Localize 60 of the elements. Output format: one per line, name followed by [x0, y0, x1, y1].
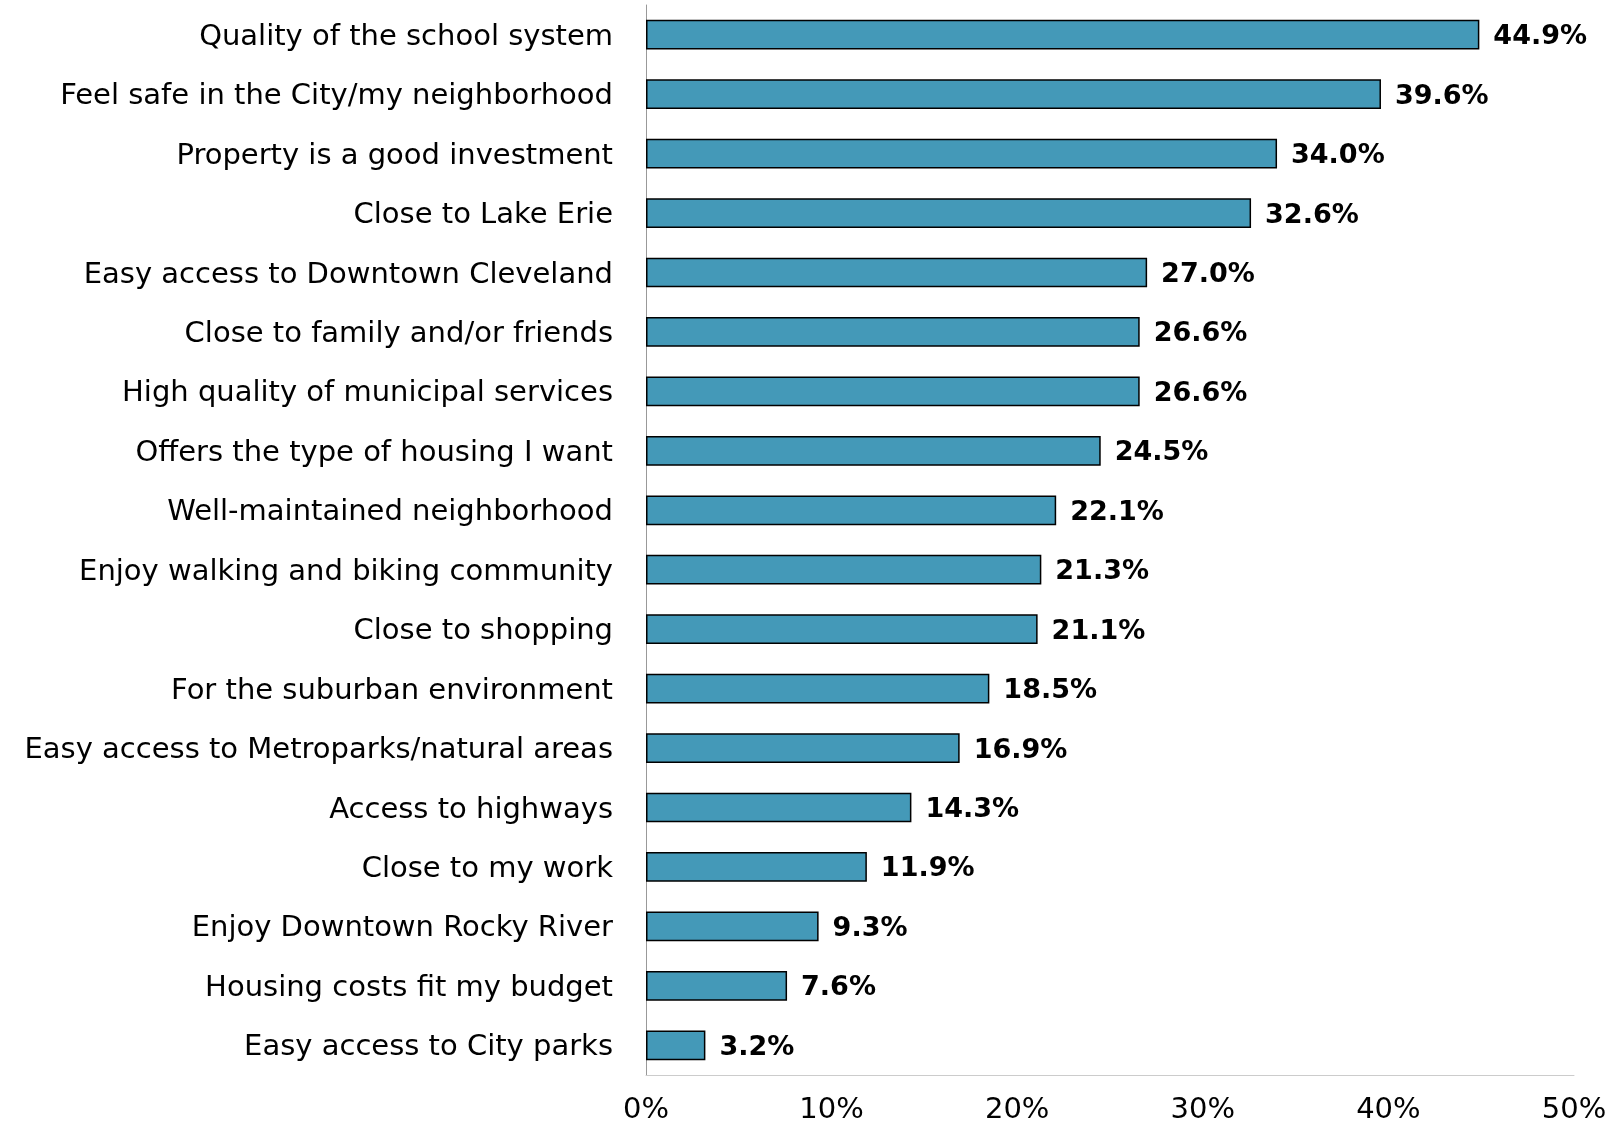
- y-tick-label: High quality of municipal services: [122, 374, 613, 409]
- data-label: 27.0%: [1161, 257, 1255, 288]
- data-label: 44.9%: [1493, 19, 1588, 51]
- x-tick-label: 10%: [799, 1090, 864, 1125]
- x-tick-label: 40%: [1356, 1090, 1421, 1125]
- x-tick-label: 30%: [1170, 1090, 1236, 1125]
- bar: [646, 138, 1278, 169]
- bar: [646, 257, 1148, 288]
- data-label: 7.6%: [801, 970, 876, 1002]
- bar: [646, 435, 1101, 466]
- x-tick-label: 20%: [984, 1090, 1050, 1125]
- data-label: 18.5%: [1003, 673, 1098, 705]
- bar: [646, 198, 1252, 228]
- y-tick-label: Enjoy Downtown Rocky River: [191, 909, 614, 944]
- data-label: 24.5%: [1114, 435, 1209, 467]
- data-label: 11.9%: [880, 851, 975, 883]
- y-tick-label: Close to family and/or friends: [184, 314, 613, 349]
- bar: [646, 317, 1140, 347]
- y-tick-label: Offers the type of housing I want: [135, 433, 613, 468]
- data-label: 21.3%: [1055, 554, 1149, 586]
- y-tick-label: Quality of the school system: [199, 17, 613, 52]
- data-label: 26.6%: [1153, 316, 1248, 348]
- y-tick-label: Access to highways: [329, 790, 613, 825]
- x-tick-label: 0%: [622, 1090, 670, 1125]
- y-tick-label: Easy access to Metroparks/natural areas: [24, 731, 613, 766]
- bar: [646, 19, 1480, 50]
- bar: [646, 911, 819, 942]
- bar: [646, 495, 1057, 526]
- bar: [646, 554, 1042, 585]
- y-tick-label: Close to Lake Erie: [353, 196, 613, 231]
- bar: [646, 1030, 706, 1061]
- data-label: 39.6%: [1394, 78, 1489, 110]
- bar: [646, 970, 788, 1001]
- x-tick-label: 50%: [1541, 1090, 1607, 1125]
- y-tick-label: Close to shopping: [353, 612, 613, 647]
- y-tick-label: Housing costs fit my budget: [205, 968, 613, 1003]
- bar: [646, 376, 1140, 407]
- y-tick-label: Easy access to City parks: [244, 1028, 613, 1063]
- bar: [646, 79, 1381, 110]
- y-tick-label: Property is a good investment: [176, 136, 613, 171]
- y-tick-label: Enjoy walking and biking community: [79, 552, 613, 587]
- y-tick-label: Close to my work: [361, 849, 614, 884]
- data-label: 9.3%: [832, 910, 908, 942]
- bar: [646, 792, 912, 823]
- y-tick-label: Easy access to Downtown Cleveland: [83, 255, 613, 290]
- data-label: 14.3%: [925, 792, 1020, 823]
- data-label: 21.1%: [1051, 613, 1146, 645]
- data-label: 22.1%: [1070, 494, 1164, 526]
- data-label: 34.0%: [1291, 138, 1385, 170]
- bar: [646, 733, 960, 763]
- data-label: 26.6%: [1153, 375, 1248, 407]
- y-tick-label: Well-maintained neighborhood: [167, 493, 613, 528]
- bar: [646, 673, 990, 704]
- bar: [646, 852, 867, 882]
- y-tick-label: For the suburban environment: [170, 671, 613, 706]
- data-label: 3.2%: [719, 1029, 795, 1061]
- y-tick-label: Feel safe in the City/my neighborhood: [60, 77, 613, 112]
- data-label: 32.6%: [1265, 197, 1359, 229]
- bar: [646, 614, 1038, 645]
- data-label: 16.9%: [973, 732, 1068, 764]
